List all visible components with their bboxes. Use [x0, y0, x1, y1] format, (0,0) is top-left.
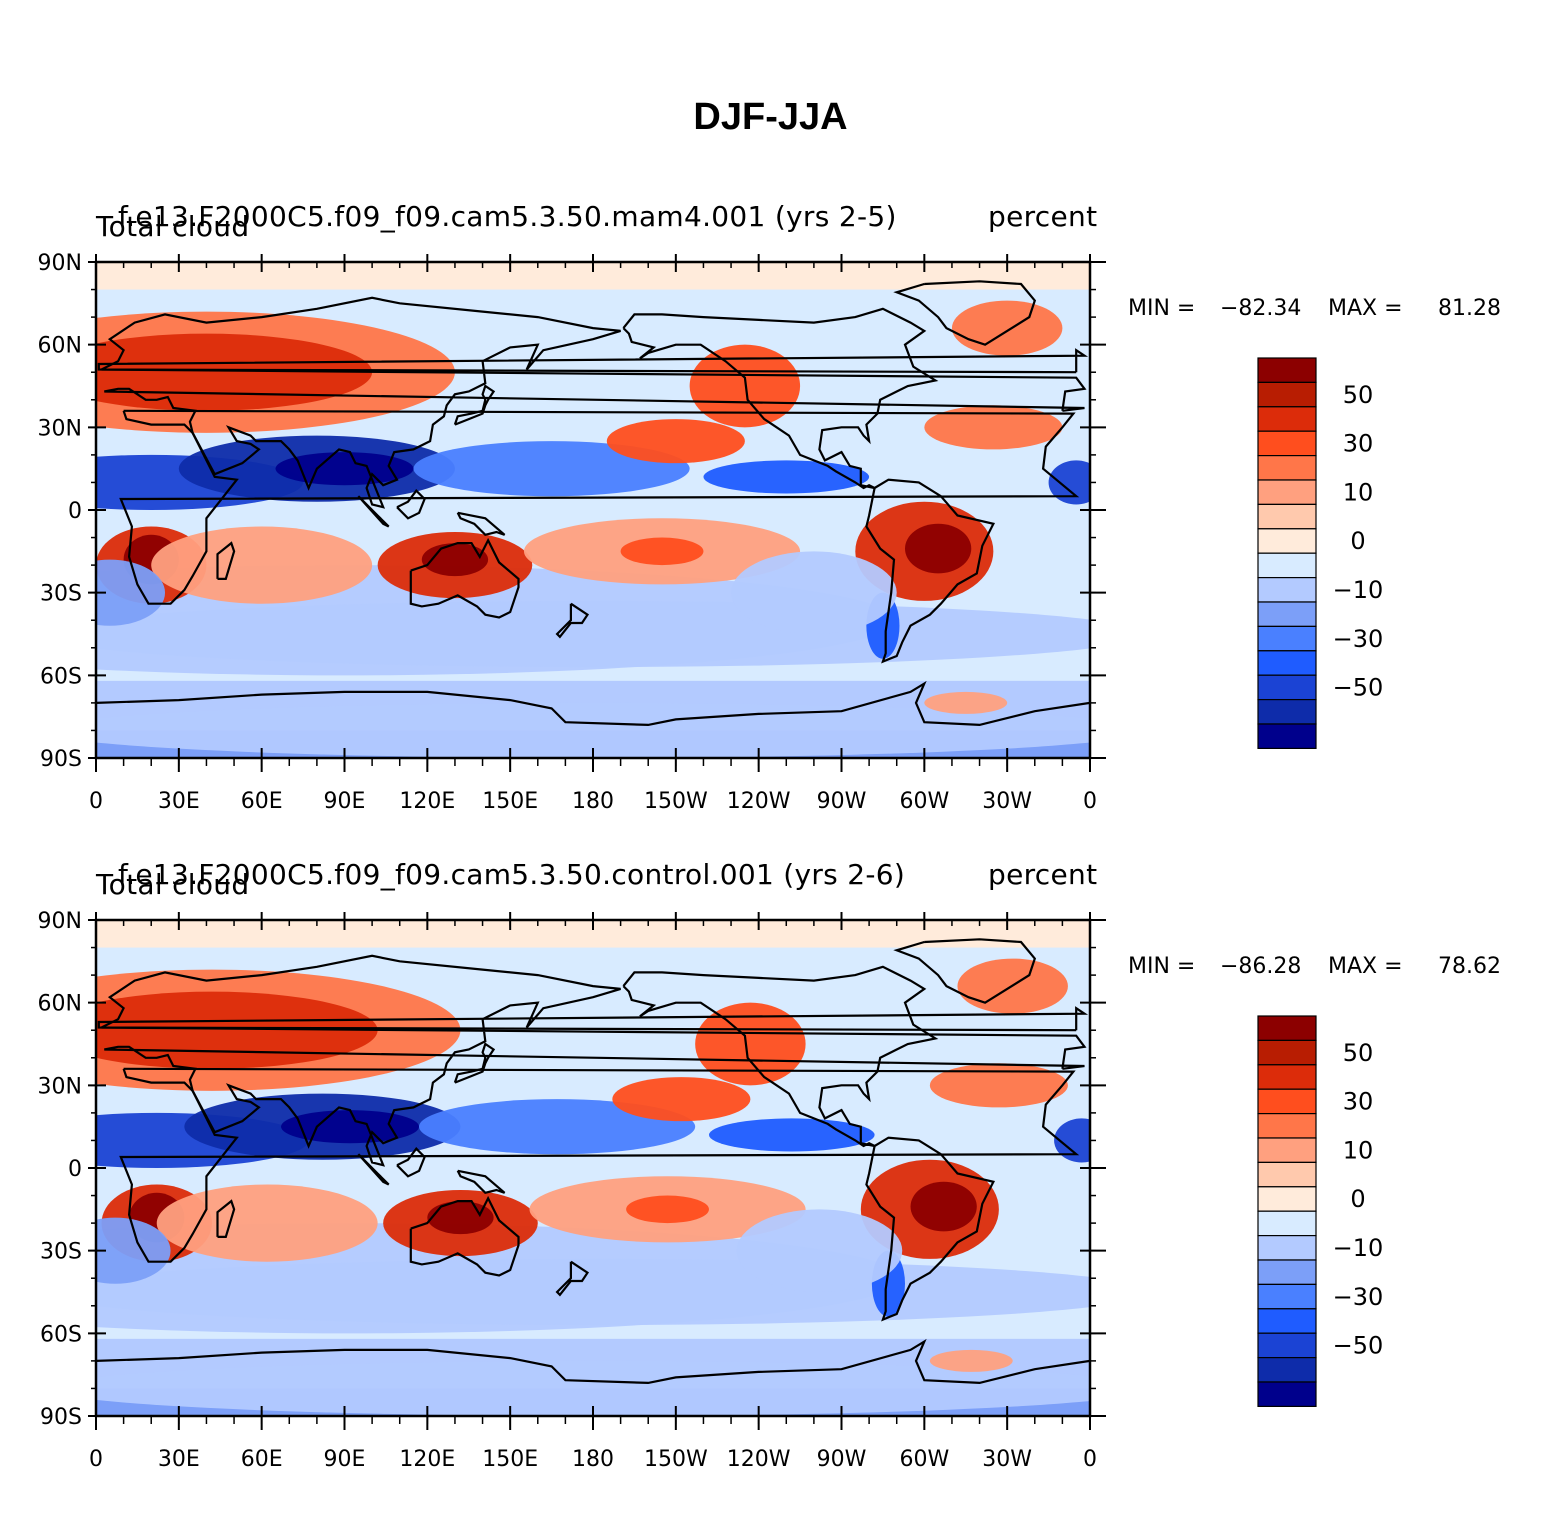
axes-1: 90N 60N 30N 0 30S 60S 90S 0 30E 60E 90E 120E 150E 180…: [38, 251, 1106, 814]
colorbar-label: −50: [1333, 674, 1384, 702]
colorbar-swatch: [1257, 650, 1317, 676]
lon-tick-label: 150E: [482, 789, 538, 814]
lat-tick-label: 30S: [40, 582, 82, 607]
coastlines: [96, 280, 1090, 727]
colorbar-label: 50: [1343, 381, 1374, 409]
panel-1-right-title: percent: [988, 200, 1098, 233]
field-shading: [96, 262, 1090, 758]
colorbar-swatch: [1257, 455, 1317, 481]
lon-tick-label: 90W: [817, 789, 867, 814]
lon-tick-label: 120W: [727, 789, 791, 814]
lon-tick-label: 180: [572, 789, 614, 814]
panel-2-left-title: Total cloud: [96, 868, 250, 901]
lon-tick-label: 0: [89, 789, 103, 814]
lat-tick-label: 0: [68, 499, 82, 524]
colorbar-label: −30: [1333, 625, 1384, 653]
colorbar-swatch: [1257, 381, 1317, 408]
lat-tick-label: 30N: [38, 416, 82, 441]
panel-2-max-value: 78.62: [1438, 954, 1501, 979]
colorbar-swatch: [1257, 430, 1317, 457]
lon-tick-label: 60W: [899, 789, 949, 814]
panel-2-min-label: MIN =: [1128, 954, 1203, 979]
colorbar-1: 50 30 10 0 −10 −30 −50: [1257, 357, 1384, 749]
colorbar-swatch: [1257, 503, 1317, 530]
colorbar-label: −10: [1333, 576, 1384, 604]
panel-2-right-title: percent: [988, 858, 1098, 891]
panel-1-min-label: MIN =: [1128, 296, 1203, 321]
colorbar-swatch: [1257, 406, 1317, 432]
lon-tick-label: 120E: [399, 789, 455, 814]
lat-tick-label: 60S: [40, 664, 82, 689]
colorbar-swatch: [1257, 479, 1317, 505]
lat-tick-label: 90N: [38, 251, 82, 276]
colorbar-swatch: [1257, 576, 1317, 603]
colorbar-label: 0: [1350, 527, 1365, 555]
lat-tick-label: 60N: [38, 334, 82, 359]
panel-1-max-label: MAX =: [1328, 296, 1410, 321]
lon-tick-label: 90E: [324, 789, 366, 814]
panel-1-min-value: −82.34: [1220, 296, 1302, 321]
panel-1-max-value: 81.28: [1438, 296, 1501, 321]
panel-1-left-title: Total cloud: [96, 210, 250, 243]
lat-tick-label: 90S: [40, 747, 82, 772]
lon-tick-label: 0: [1083, 789, 1097, 814]
lon-tick-label: 60E: [241, 789, 283, 814]
panel-2-min-value: −86.28: [1220, 954, 1302, 979]
map-panel-1: 90N 60N 30N 0 30S 60S 90S 0 30E 60E 90E 120E 150E 180…: [38, 251, 1384, 814]
panel-2-max-label: MAX =: [1328, 954, 1410, 979]
colorbar-swatch: [1257, 357, 1317, 383]
colorbar-label: 10: [1343, 478, 1374, 506]
colorbar-swatch: [1257, 674, 1317, 701]
colorbar-swatch: [1257, 698, 1317, 725]
lon-tick-label: 30W: [982, 789, 1032, 814]
lon-tick-label: 150W: [644, 789, 708, 814]
colorbar-swatch: [1257, 601, 1317, 627]
lon-tick-label: 30E: [158, 789, 200, 814]
figure-title: DJF-JJA: [693, 96, 848, 138]
colorbar-swatch: [1257, 625, 1317, 652]
colorbar-swatch: [1257, 528, 1317, 554]
colorbar-swatch: [1257, 552, 1317, 579]
colorbar-label: 30: [1343, 430, 1374, 458]
colorbar-swatch: [1257, 723, 1317, 749]
panel-2-center-title: f.e13.F2000C5.f09_f09.cam5.3.50.control.…: [118, 858, 906, 891]
panel-1-center-title: f.e13.F2000C5.f09_f09.cam5.3.50.mam4.001…: [118, 200, 897, 233]
